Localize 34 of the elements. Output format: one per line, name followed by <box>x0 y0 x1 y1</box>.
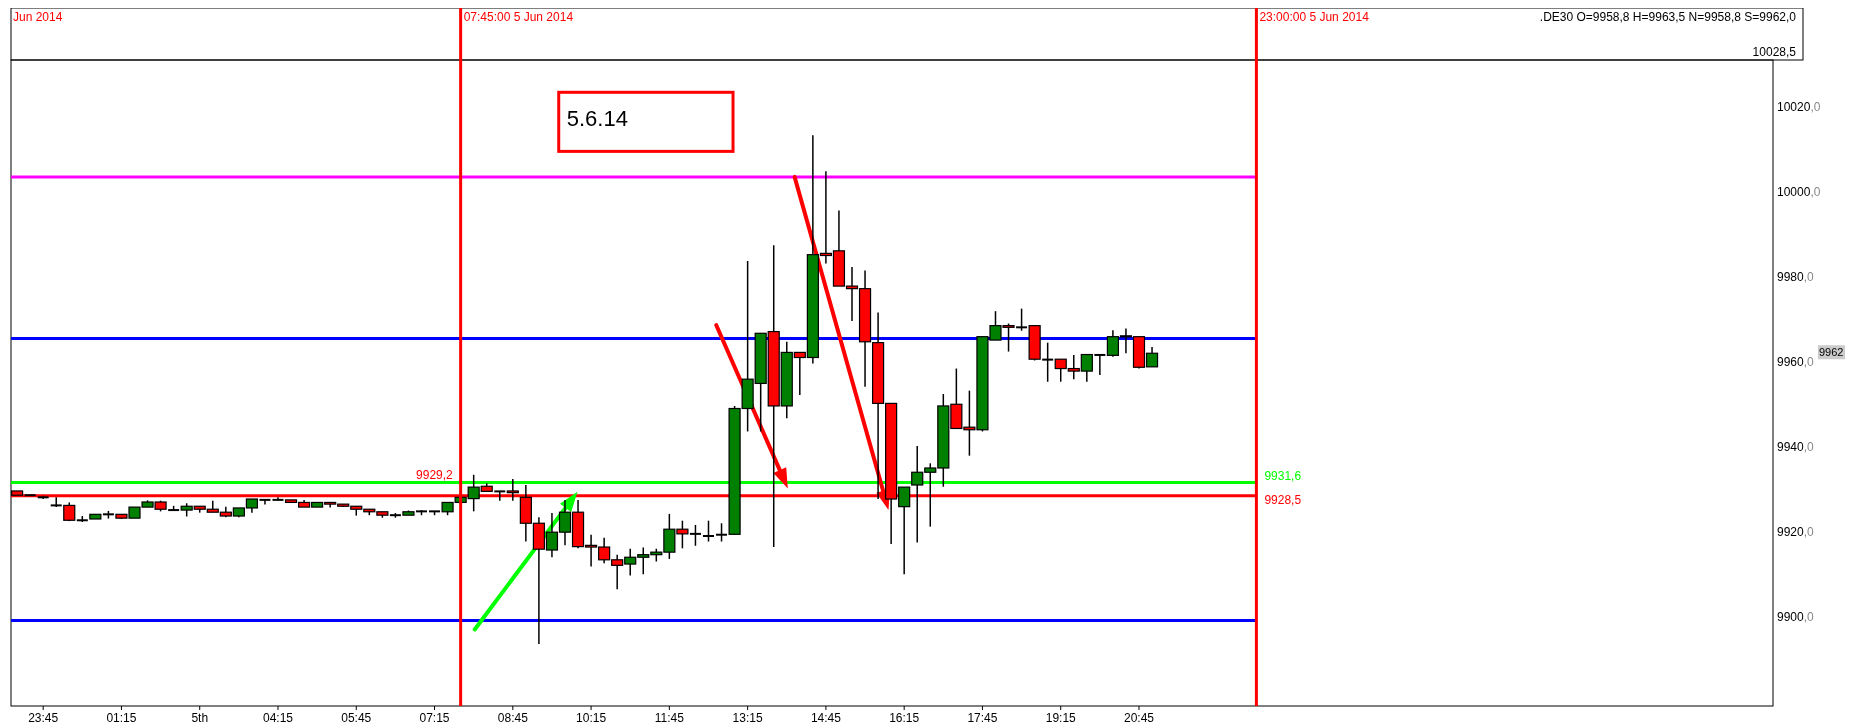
x-tick-label: 08:45 <box>497 711 529 725</box>
x-tick-label: 5th <box>191 711 209 725</box>
x-tick-label: 07:15 <box>419 711 450 725</box>
x-tick-label: 04:15 <box>262 711 294 725</box>
y-tick-label: 10020,0 <box>1777 99 1821 114</box>
y-tick-label: 9980,0 <box>1777 269 1815 284</box>
x-tick-label: 01:15 <box>106 711 137 725</box>
annotation: 5.6.14 <box>566 106 628 132</box>
text: 10028,5 <box>1752 45 1797 59</box>
annotation: 9929,2 <box>416 467 454 482</box>
y-tick-label: 9900,0 <box>1777 609 1815 624</box>
x-tick-label: 23:45 <box>28 711 59 725</box>
text: .DE30 O=9958,8 H=9963,5 N=9958,8 S=9962,0 <box>1539 10 1797 24</box>
ref-line-label: 9928,5 <box>1264 492 1302 507</box>
candlestick <box>701 519 715 543</box>
x-tick-label: 19:15 <box>1045 711 1077 725</box>
ref-line-label: 9931,6 <box>1264 469 1302 484</box>
x-tick-label: 05:45 <box>341 711 372 725</box>
x-tick-label: 11:45 <box>654 711 685 725</box>
text: Jun 2014 <box>13 10 63 24</box>
x-tick-label: 14:45 <box>810 711 842 725</box>
text: 9962 <box>1819 346 1844 359</box>
y-tick-label: 10000,0 <box>1777 184 1821 199</box>
y-tick-label: 9920,0 <box>1777 524 1815 539</box>
x-tick-label: 16:15 <box>889 711 920 725</box>
x-tick-label: 20:45 <box>1123 711 1155 725</box>
x-tick-label: 10:15 <box>576 711 607 725</box>
candlestick <box>271 496 285 501</box>
ref-line-label: 23:00:00 5 Jun 2014 <box>1259 10 1370 24</box>
ref-line-label: 07:45:00 5 Jun 2014 <box>463 10 574 24</box>
y-tick-label: 9940,0 <box>1777 439 1815 454</box>
x-tick-label: 13:15 <box>732 711 763 725</box>
y-tick-label: 9960,0 <box>1777 354 1815 369</box>
x-tick-label: 17:45 <box>967 711 998 725</box>
